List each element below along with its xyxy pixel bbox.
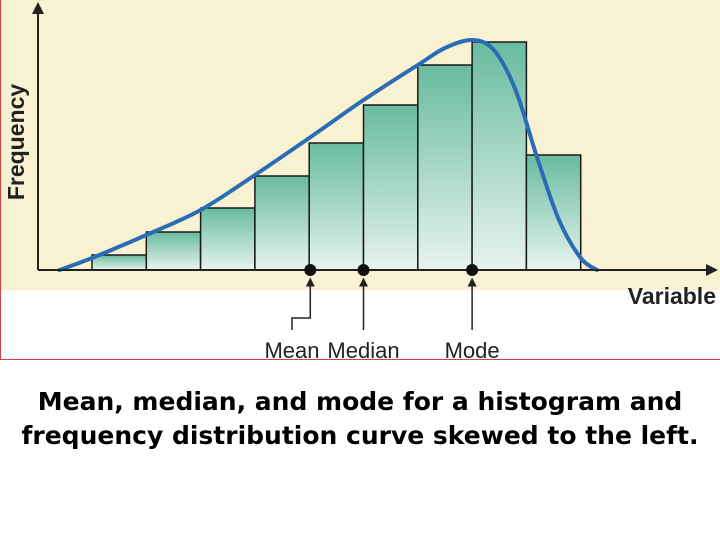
marker-mode: Mode (445, 264, 500, 360)
marker-label: Mean (264, 338, 319, 360)
histogram-bar (525, 154, 582, 271)
marker-label: Median (327, 338, 399, 360)
marker-median: Median (327, 264, 400, 360)
statistic-markers: Mean Median Mode (264, 264, 500, 360)
marker-dot (357, 264, 370, 276)
figure-caption: Mean, median, and mode for a histogram a… (21, 387, 699, 450)
histogram-bars (91, 41, 582, 271)
histogram-figure: Frequency Variable Mean Median Mode (0, 0, 720, 360)
histogram-bar (417, 64, 473, 271)
marker-arrow (291, 277, 315, 330)
histogram-bar (199, 207, 256, 271)
histogram-bar (471, 41, 528, 271)
y-axis-label: Frequency (3, 84, 29, 201)
marker-mean: Mean (264, 264, 320, 360)
histogram-bar (91, 254, 148, 271)
histogram-bar (254, 175, 310, 271)
x-axis-label: Variable (628, 283, 716, 309)
frequency-curve (57, 37, 599, 272)
histogram-bar (308, 142, 365, 271)
histogram-bar (145, 231, 202, 271)
marker-dot (466, 264, 479, 276)
label-area-background (0, 290, 720, 360)
histogram-bar (362, 104, 419, 271)
marker-label: Mode (445, 338, 500, 360)
marker-dot (304, 264, 317, 276)
